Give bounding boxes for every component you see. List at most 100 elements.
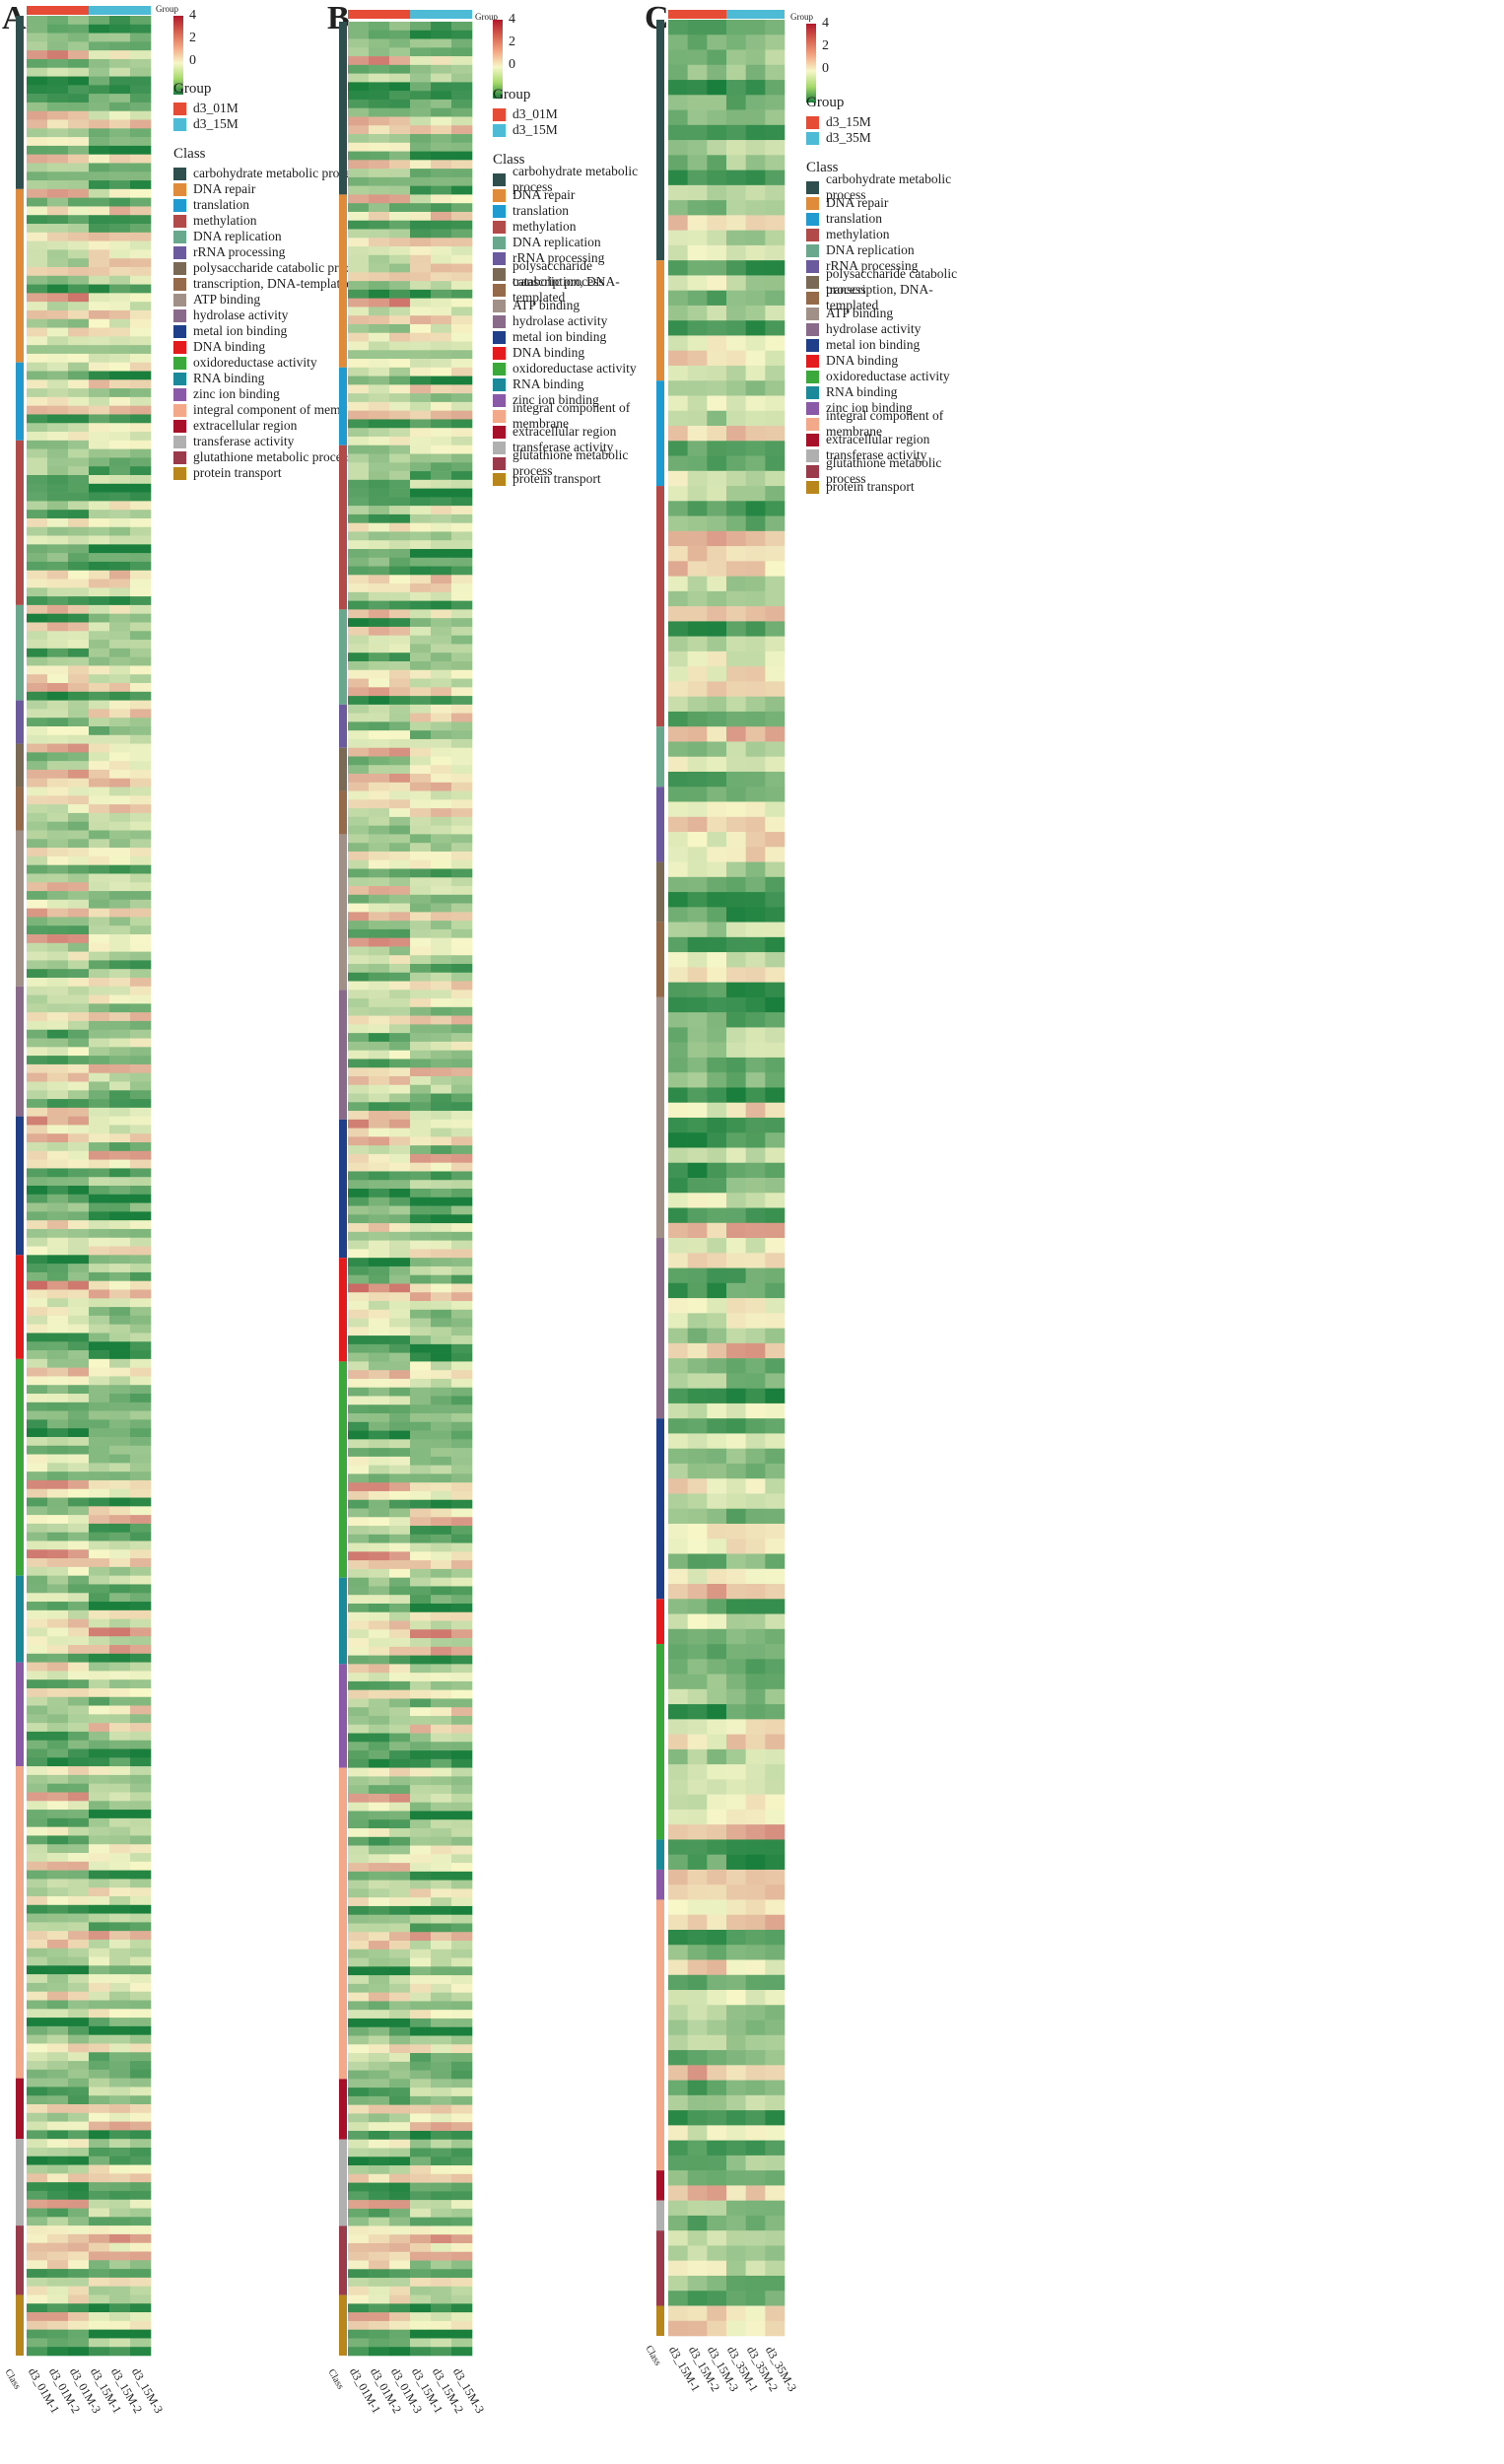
heatmap-cell	[410, 488, 432, 498]
heatmap-cell	[389, 1205, 411, 1215]
heatmap-cell	[389, 1526, 411, 1536]
heatmap-cell	[369, 1473, 390, 1483]
heatmap-cell	[348, 229, 370, 239]
heatmap-cell	[451, 652, 473, 662]
heatmap-cell	[431, 30, 452, 39]
heatmap-cell	[745, 20, 766, 35]
heatmap-cell	[89, 1107, 110, 1117]
heatmap-cell	[47, 917, 69, 926]
heatmap-cell	[369, 575, 390, 584]
heatmap-cell	[410, 1957, 432, 1967]
legend-class-item: oxidoreductase activity	[173, 355, 371, 371]
heatmap-cell	[109, 1367, 131, 1377]
heatmap-cell	[765, 2200, 786, 2217]
heatmap-cell	[109, 917, 131, 926]
heatmap-cell	[389, 82, 411, 92]
heatmap-cell	[130, 423, 152, 433]
heatmap-cell	[130, 674, 152, 684]
heatmap-cell	[27, 1740, 48, 1749]
heatmap-cell	[27, 1506, 48, 1516]
heatmap-cell	[668, 1659, 688, 1675]
heatmap-cell	[130, 596, 152, 606]
heatmap-cell	[687, 666, 708, 682]
heatmap-cell	[389, 2001, 411, 2011]
heatmap-cell	[745, 486, 766, 502]
heatmap-cell	[47, 405, 69, 415]
heatmap-cell	[348, 2130, 370, 2141]
heatmap-cell	[410, 1482, 432, 1492]
heatmap-cell	[68, 2052, 90, 2062]
heatmap-cell	[47, 986, 69, 995]
heatmap-cell	[687, 546, 708, 562]
heatmap-cell	[431, 462, 452, 472]
heatmap-cell	[410, 2079, 432, 2088]
heatmap-cell	[109, 1705, 131, 1715]
heatmap-cell	[745, 892, 766, 908]
heatmap-cell	[451, 1205, 473, 1215]
heatmap-cell	[707, 1478, 727, 1494]
heatmap-cell	[68, 587, 90, 597]
heatmap-cell	[451, 211, 473, 222]
heatmap-cell	[130, 1801, 152, 1811]
heatmap-cell	[451, 1153, 473, 1163]
heatmap-cell	[410, 1854, 432, 1864]
heatmap-c	[656, 10, 786, 2337]
heatmap-cell	[27, 570, 48, 580]
heatmap-cell	[369, 2165, 390, 2175]
heatmap-cell	[47, 345, 69, 355]
heatmap-cell	[687, 426, 708, 442]
legend-swatch	[493, 267, 506, 281]
heatmap-cell	[451, 1033, 473, 1043]
heatmap-cell	[687, 2275, 708, 2292]
panel-c: C Group Class d3_15M-1 d3_15M-2 d3_15M-3 d3…	[643, 0, 968, 2464]
heatmap-cell	[348, 2260, 370, 2270]
heatmap-cell	[745, 1178, 766, 1194]
class-annotation-bar	[656, 2200, 664, 2231]
heatmap-cell	[130, 2000, 152, 2010]
heatmap-cell	[109, 544, 131, 554]
heatmap-cell	[745, 410, 766, 427]
heatmap-cell	[389, 1482, 411, 1492]
heatmap-cell	[348, 1266, 370, 1276]
heatmap-cell	[726, 771, 746, 787]
heatmap-cell	[130, 1602, 152, 1611]
heatmap-cell	[687, 1734, 708, 1750]
heatmap-cell	[47, 2199, 69, 2209]
heatmap-cell	[668, 1748, 688, 1765]
heatmap-cell	[410, 1361, 432, 1371]
heatmap-cell	[410, 116, 432, 126]
heatmap-cell	[668, 1809, 688, 1825]
heatmap-cell	[410, 410, 432, 420]
heatmap-cell	[707, 95, 727, 110]
heatmap-cell	[68, 1194, 90, 1203]
heatmap-cell	[68, 345, 90, 355]
heatmap-cell	[369, 1646, 390, 1656]
heatmap-cell	[130, 110, 152, 120]
heatmap-cell	[389, 1171, 411, 1181]
heatmap-cell	[410, 2200, 432, 2210]
heatmap-cell	[109, 1540, 131, 1550]
heatmap-cell	[451, 488, 473, 498]
legend-class-label: protein transport	[826, 479, 915, 494]
heatmap-cell	[109, 293, 131, 303]
heatmap-cell	[109, 1861, 131, 1871]
heatmap-cell	[389, 2200, 411, 2210]
heatmap-cell	[348, 808, 370, 818]
heatmap-cell	[348, 652, 370, 662]
heatmap-cell	[389, 1534, 411, 1543]
heatmap-cell	[410, 160, 432, 170]
heatmap-cell	[431, 843, 452, 853]
heatmap-cell	[89, 1056, 110, 1065]
heatmap-cell	[27, 2286, 48, 2295]
legend-class-label: methylation	[513, 219, 577, 234]
heatmap-cell	[348, 38, 370, 48]
heatmap-cell	[687, 2320, 708, 2337]
heatmap-cell	[68, 1220, 90, 1230]
heatmap-cell	[130, 2061, 152, 2071]
heatmap-cell	[745, 1659, 766, 1675]
heatmap-cell	[745, 696, 766, 713]
heatmap-cell	[745, 2245, 766, 2262]
heatmap-cell	[687, 1087, 708, 1104]
heatmap-cell	[707, 20, 727, 35]
heatmap-cell	[369, 1404, 390, 1414]
